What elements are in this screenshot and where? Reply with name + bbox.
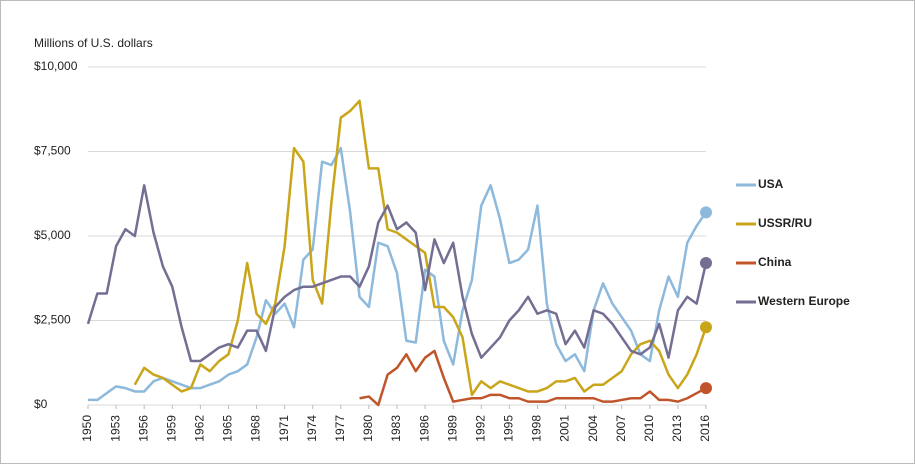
- end-marker: [700, 382, 712, 395]
- y-tick-label: $5,000: [34, 228, 71, 242]
- x-tick-label: 2013: [670, 415, 684, 442]
- x-tick-label: 1965: [221, 415, 235, 442]
- x-tick-label: 1950: [80, 415, 94, 442]
- x-tick-label: 1962: [193, 415, 207, 442]
- x-tick-label: 2004: [586, 415, 600, 442]
- end-marker: [700, 321, 712, 334]
- legend-label: USSR/RU: [758, 216, 812, 230]
- y-axis-label: Millions of U.S. dollars: [34, 36, 153, 50]
- x-tick-label: 1956: [136, 415, 150, 442]
- end-marker: [700, 206, 712, 219]
- x-tick-label: 1995: [502, 415, 516, 442]
- y-tick-label: $0: [34, 397, 48, 411]
- legend-label: Western Europe: [758, 294, 850, 308]
- x-tick-label: 1968: [249, 415, 263, 442]
- x-tick-label: 1980: [361, 415, 375, 442]
- series-line: [133, 99, 708, 397]
- x-tick-label: 1986: [417, 415, 431, 442]
- x-tick-label: 1974: [305, 415, 319, 442]
- end-marker: [700, 257, 712, 270]
- x-tick-label: 2007: [614, 415, 628, 442]
- x-tick-label: 1959: [164, 415, 178, 442]
- x-tick-label: 1989: [445, 415, 459, 442]
- x-tick-label: 1953: [108, 415, 122, 442]
- x-tick-label: 1971: [277, 415, 291, 442]
- y-tick-label: $10,000: [34, 59, 78, 73]
- x-tick-label: 2001: [558, 415, 572, 442]
- x-tick-label: 2016: [698, 415, 712, 442]
- series-line: [359, 349, 707, 407]
- x-tick-label: 1992: [473, 415, 487, 442]
- x-tick-label: 1977: [333, 415, 347, 442]
- x-tick-label: 2010: [642, 415, 656, 442]
- legend-label: China: [758, 255, 792, 269]
- y-tick-label: $2,500: [34, 313, 71, 327]
- legend-label: USA: [758, 177, 784, 191]
- y-tick-label: $7,500: [34, 144, 71, 158]
- x-tick-label: 1983: [389, 415, 403, 442]
- series-line: [86, 184, 708, 363]
- x-tick-label: 1998: [530, 415, 544, 442]
